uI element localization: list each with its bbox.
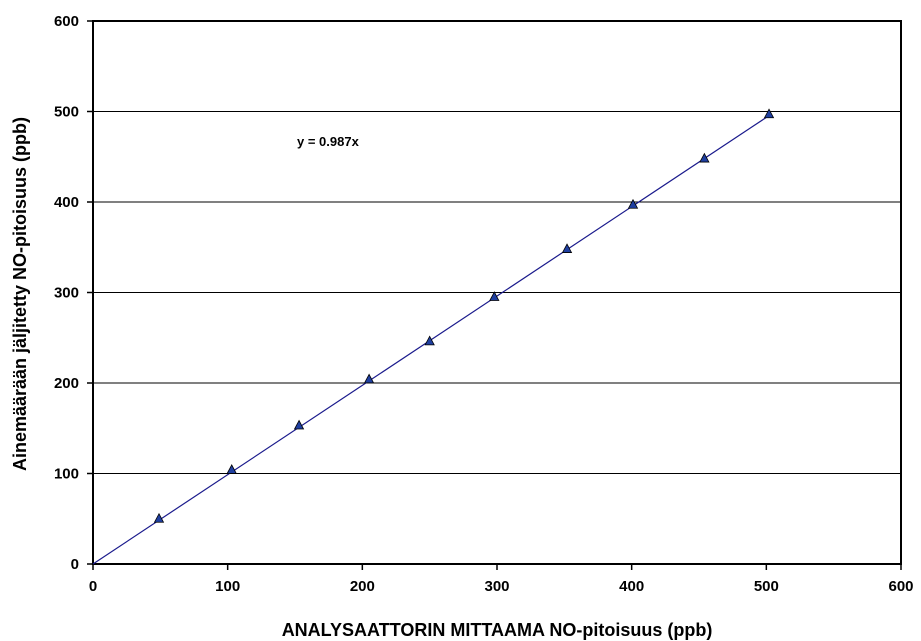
- gridlines: [93, 111, 901, 474]
- data-point-6: [561, 243, 573, 253]
- x-axis-ticks: 0 100 200 300 400 500 600: [89, 564, 914, 595]
- data-point-9: [763, 108, 775, 119]
- x-tick-label-0: 0: [89, 578, 97, 595]
- data-point-2: [293, 419, 305, 430]
- data-point-4: [424, 335, 435, 346]
- x-tick-label-6: 600: [888, 578, 913, 595]
- data-point-3: [363, 373, 375, 384]
- x-tick-label-2: 200: [350, 578, 375, 595]
- series-points: [153, 108, 775, 523]
- x-tick-label-1: 100: [215, 578, 240, 595]
- y-tick-label-5: 500: [54, 104, 79, 121]
- y-tick-label-2: 200: [54, 375, 79, 392]
- data-point-5: [489, 291, 500, 301]
- x-tick-label-5: 500: [754, 578, 779, 595]
- data-point-8: [699, 152, 710, 163]
- y-tick-label-1: 100: [54, 466, 79, 483]
- y-tick-label-0: 0: [71, 556, 79, 573]
- x-tick-label-4: 400: [619, 578, 644, 595]
- data-point-0: [153, 512, 165, 523]
- y-tick-label-6: 600: [54, 13, 79, 30]
- data-point-7: [627, 198, 639, 209]
- y-tick-label-4: 400: [54, 194, 79, 211]
- y-tick-label-3: 300: [54, 285, 79, 302]
- trendline-equation: y = 0.987x: [297, 134, 360, 149]
- y-axis-ticks: 0 100 200 300 400 500 600: [54, 13, 93, 573]
- x-tick-label-3: 300: [484, 578, 509, 595]
- y-axis-title: Ainemäärään jäljitetty NO-pitoisuus (ppb…: [10, 117, 30, 471]
- x-axis-title: ANALYSAATTORIN MITTAAMA NO-pitoisuus (pp…: [282, 620, 713, 640]
- data-point-1: [226, 464, 237, 474]
